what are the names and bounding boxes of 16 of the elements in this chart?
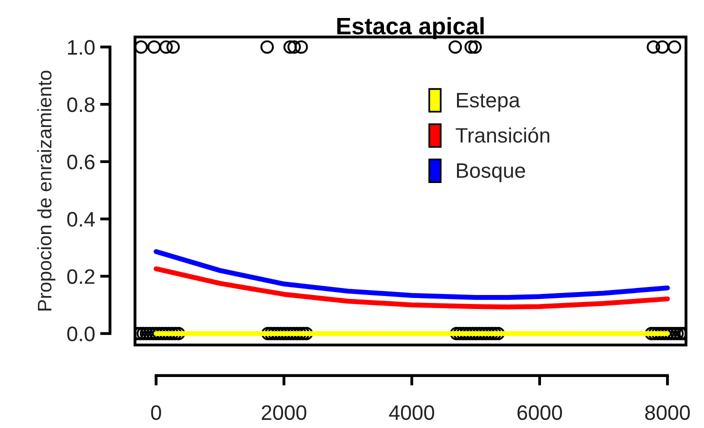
legend-label: Transición — [456, 127, 550, 143]
legend-label: Bosque — [457, 163, 526, 182]
x-tick-label: 8000 — [645, 405, 690, 420]
chart-title: Estaca apical — [337, 17, 484, 40]
y-tick-label: 0.0 — [67, 326, 95, 342]
y-tick-label: 1.0 — [68, 40, 95, 55]
y-axis-title: Propocion de enraizamiento — [37, 70, 56, 310]
x-tick-label: 6000 — [518, 405, 562, 420]
y-tick-label: 0.2 — [67, 269, 94, 284]
y-tick-label: 0.4 — [67, 212, 95, 227]
x-tick-label: 4000 — [389, 405, 434, 420]
x-tick-label: 2000 — [262, 405, 306, 420]
y-tick-label: 0.8 — [67, 97, 95, 112]
legend-label: Estepa — [457, 93, 520, 112]
x-tick-label: 0 — [151, 405, 162, 420]
y-tick-label: 0.6 — [67, 154, 95, 170]
